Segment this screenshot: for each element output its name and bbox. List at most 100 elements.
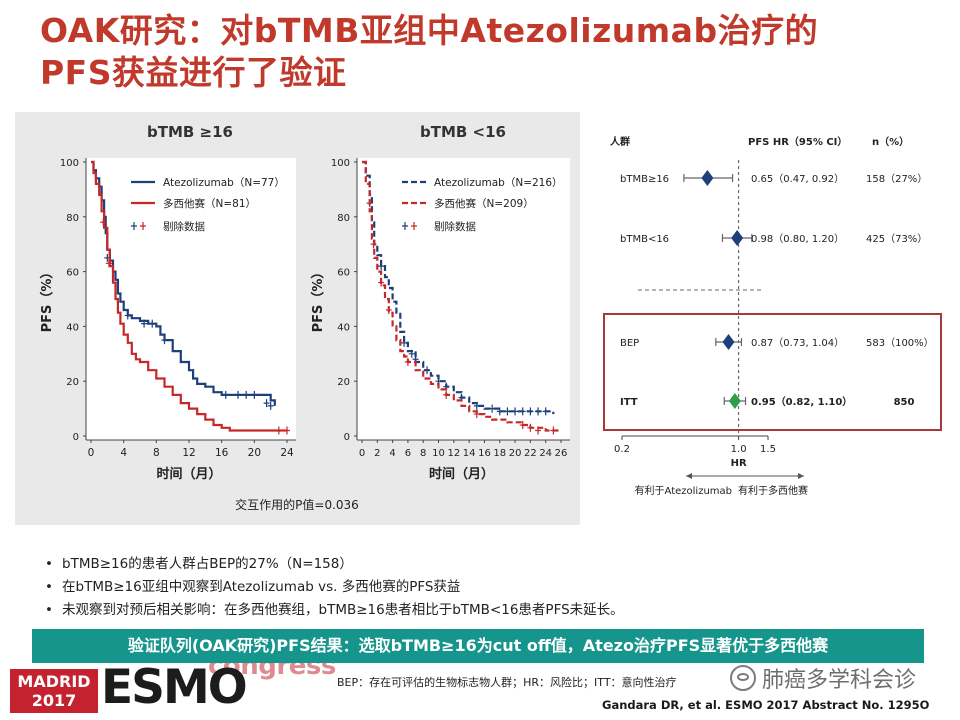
x-tick-label: 20 — [509, 448, 522, 459]
citation: Gandara DR, et al. ESMO 2017 Abstract No… — [602, 698, 930, 712]
forest-plot: 人群 PFS HR（95% CI） n（%） bTMB≥16 0.65（0.47, 0.… — [590, 120, 950, 505]
x-tick-label: 2 — [374, 448, 380, 459]
title-line-1: OAK研究：对bTMB亚组中Atezolizumab治疗的 — [40, 11, 819, 50]
forest-row-n: 425（73%） — [866, 233, 927, 245]
censor-mark — [267, 401, 274, 410]
y-tick-label: 0 — [344, 432, 350, 443]
hr-diamond — [728, 393, 741, 409]
chart-title: bTMB ≥16 — [147, 123, 233, 141]
censor-mark — [100, 218, 107, 227]
bullet-item: bTMB≥16的患者人群占BEP的27%（N=158） — [42, 553, 862, 576]
censor-mark — [550, 426, 557, 435]
x-tick-label: 16 — [478, 448, 491, 459]
x-tick-label: 8 — [153, 447, 160, 459]
x-tick-label: 0 — [88, 447, 95, 459]
forest-row-hr: 0.95（0.82, 1.10） — [751, 395, 852, 408]
forest-x-tick-label: 1.5 — [760, 444, 776, 455]
y-tick-label: 0 — [73, 432, 79, 443]
censor-mark — [105, 259, 112, 268]
forest-header-n: n（%） — [872, 135, 909, 148]
hr-diamond — [722, 334, 735, 350]
censor-mark — [519, 407, 526, 416]
forest-row-label: BEP — [620, 338, 639, 349]
forest-header-group: 人群 — [610, 135, 630, 148]
x-axis-label: 时间（月） — [156, 466, 221, 482]
x-tick-label: 8 — [420, 448, 426, 459]
censor-mark — [222, 390, 229, 399]
y-tick-label: 80 — [337, 213, 350, 224]
censor-mark — [284, 426, 290, 435]
forest-x-tick-label: 0.2 — [614, 444, 630, 455]
km-panel: 交互作用的P值=0.036 bTMB ≥16 0 20 40 60 80 100 0 4 8 12 16… — [15, 112, 580, 525]
legend-censor-mark — [411, 222, 417, 230]
censor-mark — [370, 240, 377, 249]
x-tick-label: 16 — [215, 447, 229, 459]
forest-row-n: 583（100%） — [866, 337, 934, 349]
forest-row-n: 158（27%） — [866, 173, 927, 185]
censor-mark — [161, 336, 168, 345]
y-tick-label: 40 — [66, 322, 79, 333]
y-tick-label: 100 — [331, 158, 350, 169]
censor-mark — [243, 390, 250, 399]
censor-mark — [251, 390, 258, 399]
favors-arrow-right — [798, 473, 804, 479]
watermark-text: 肺癌多学科会诊 — [762, 668, 917, 693]
y-axis-label: PFS（%） — [39, 266, 55, 333]
censor-mark — [404, 358, 411, 367]
x-tick-label: 14 — [463, 448, 476, 459]
x-tick-label: 24 — [539, 448, 552, 459]
y-tick-label: 40 — [337, 322, 350, 333]
title-line-2: PFS获益进行了验证 — [40, 53, 347, 92]
favors-arrow-left — [686, 473, 692, 479]
y-tick-label: 20 — [337, 377, 350, 388]
forest-svg: 人群 PFS HR（95% CI） n（%） bTMB≥16 0.65（0.47, 0.… — [603, 135, 942, 497]
censor-mark — [235, 390, 241, 399]
x-axis-label: 时间（月） — [429, 466, 494, 482]
censor-mark — [385, 305, 392, 314]
conclusion-banner: 验证队列(OAK研究)PFS结果：选取bTMB≥16为cut off值，Atez… — [32, 629, 924, 663]
km-chart-1: bTMB ≥16 0 20 40 60 80 100 0 4 8 12 16 20 24 时间（月） PFS（… — [39, 123, 296, 482]
censor-mark — [473, 401, 480, 410]
favors-right-label: 有利于多西他赛 — [738, 484, 808, 497]
legend-censor-label: 剔除数据 — [163, 220, 205, 233]
slide-title: OAK研究：对bTMB亚组中Atezolizumab治疗的 PFS获益进行了验证 — [40, 10, 920, 94]
legend-censor-mark — [140, 222, 146, 230]
x-tick-label: 20 — [248, 447, 261, 459]
censor-mark — [149, 319, 156, 328]
interaction-p-value: 交互作用的P值=0.036 — [235, 497, 359, 512]
censor-mark — [378, 278, 385, 287]
x-tick-label: 6 — [405, 448, 411, 459]
forest-row-label: bTMB≥16 — [620, 174, 669, 185]
legend-label: Atezolizumab（N=216） — [434, 177, 563, 189]
censor-mark — [542, 407, 549, 416]
highlight-box — [603, 313, 942, 431]
watermark: 肺癌多学科会诊 — [730, 662, 916, 694]
y-tick-label: 100 — [60, 158, 79, 169]
x-tick-label: 26 — [555, 448, 568, 459]
censor-mark — [496, 407, 503, 416]
legend-censor-mark — [402, 222, 408, 230]
censor-mark — [275, 426, 282, 435]
y-tick-label: 60 — [337, 268, 350, 279]
chart-title: bTMB <16 — [420, 123, 506, 141]
wechat-icon — [730, 665, 756, 691]
bullet-item: 未观察到对预后相关影响：在多西他赛组，bTMB≥16患者相比于bTMB<16患者… — [42, 599, 862, 622]
madrid-badge: MADRID 2017 — [10, 669, 98, 713]
favors-left-label: 有利于Atezolizumab — [635, 484, 732, 497]
x-tick-label: 4 — [120, 447, 127, 459]
y-tick-label: 60 — [66, 268, 79, 279]
km-curve-docetaxel — [91, 160, 287, 432]
madrid-year: 2017 — [31, 691, 77, 710]
forest-row-label: ITT — [620, 397, 638, 408]
forest-row-hr: 0.87（0.73, 1.04） — [751, 337, 844, 349]
bullet-list: bTMB≥16的患者人群占BEP的27%（N=158） 在bTMB≥16亚组中观… — [42, 553, 862, 622]
censor-mark — [519, 421, 526, 430]
hr-diamond — [701, 170, 714, 186]
x-tick-label: 0 — [359, 448, 365, 459]
censor-mark — [124, 311, 131, 320]
censor-mark — [489, 404, 496, 413]
censor-mark — [408, 349, 415, 358]
censor-mark — [512, 407, 519, 416]
